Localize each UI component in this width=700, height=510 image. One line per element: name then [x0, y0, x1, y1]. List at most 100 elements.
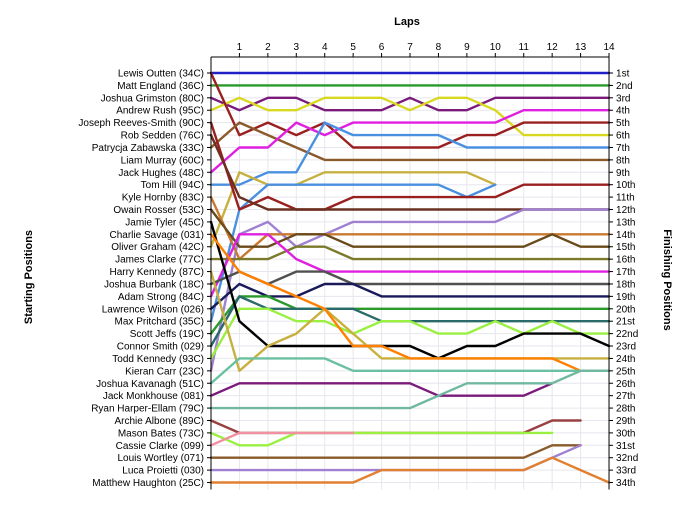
- finishing-position-label: 23rd: [616, 342, 636, 353]
- driver-line-20: [209, 295, 611, 335]
- driver-line-26: [209, 357, 611, 385]
- finishing-position-label: 16th: [616, 255, 635, 266]
- finishing-position-label: 11th: [616, 193, 635, 204]
- driver-label: Jamie Tyler (45C): [125, 217, 204, 228]
- finishing-position-label: 24th: [616, 354, 635, 365]
- x-axis-title: Laps: [394, 16, 420, 28]
- finishing-position-label: 2nd: [616, 81, 633, 92]
- driver-label: Rob Sedden (76C): [121, 131, 204, 142]
- finishing-position-label: 33rd: [616, 466, 636, 477]
- x-tick-label: 7: [407, 42, 413, 53]
- driver-label: Joshua Burbank (18C): [104, 279, 204, 290]
- driver-label: Matt England (36C): [117, 81, 204, 92]
- driver-label: Jack Monkhouse (081): [103, 391, 204, 402]
- driver-line-17: [209, 233, 611, 298]
- finishing-position-label: 10th: [616, 180, 635, 191]
- driver-label: Charlie Savage (031): [110, 230, 205, 241]
- finishing-position-label: 12th: [616, 205, 635, 216]
- driver-line-25: [209, 233, 582, 372]
- finishing-position-label: 32nd: [616, 453, 638, 464]
- driver-line-32: [209, 444, 582, 459]
- x-tick-label: 8: [436, 42, 442, 53]
- finishing-position-label: 25th: [616, 366, 635, 377]
- finishing-position-label: 22nd: [616, 329, 638, 340]
- x-tick-label: 2: [265, 42, 271, 53]
- driver-line-30: [209, 431, 554, 447]
- left-axis-title: Starting Positions: [23, 230, 35, 324]
- driver-label: Mason Bates (73C): [118, 428, 204, 439]
- driver-label: Cassie Clarke (099): [116, 441, 204, 452]
- x-tick-label: 3: [294, 42, 300, 53]
- finishing-position-label: 30th: [616, 428, 635, 439]
- finishing-position-label: 13th: [616, 217, 635, 228]
- driver-label: Oliver Graham (42C): [111, 242, 204, 253]
- finishing-position-label: 28th: [616, 404, 635, 415]
- driver-line-13: [209, 208, 611, 372]
- x-tick-label: 13: [575, 42, 587, 53]
- driver-line-28: [209, 369, 611, 410]
- x-tick-label: 4: [322, 42, 328, 53]
- x-tick-label: 14: [603, 42, 615, 53]
- finishing-position-label: 26th: [616, 379, 635, 390]
- driver-line-23: [209, 220, 611, 360]
- driver-label: Kieran Carr (23C): [125, 366, 204, 377]
- driver-label: James Clarke (77C): [115, 255, 204, 266]
- driver-label: Tom Hill (94C): [141, 180, 204, 191]
- driver-label: Connor Smith (029): [117, 342, 204, 353]
- finishing-position-label: 9th: [616, 168, 630, 179]
- driver-line-8: [209, 121, 611, 186]
- driver-line-10: [209, 183, 497, 323]
- driver-label: Adam Strong (84C): [118, 292, 204, 303]
- series-lines: [209, 71, 611, 484]
- driver-line-7: [209, 108, 611, 174]
- finishing-position-label: 19th: [616, 292, 635, 303]
- driver-label: Louis Wortley (071): [117, 453, 204, 464]
- driver-label: Max Pritchard (35C): [115, 317, 204, 328]
- finishing-position-label: 20th: [616, 304, 635, 315]
- driver-line-14: [209, 195, 611, 261]
- finishing-position-label: 31st: [616, 441, 635, 452]
- driver-line-34: [209, 456, 611, 484]
- finishing-position-label: 21st: [616, 317, 635, 328]
- driver-label: Liam Murray (60C): [121, 155, 204, 166]
- x-tick-label: 12: [547, 42, 559, 53]
- driver-label: Harry Kennedy (87C): [110, 267, 204, 278]
- driver-line-4: [209, 96, 611, 137]
- driver-label: Joshua Kavanagh (51C): [96, 379, 204, 390]
- x-tick-label: 11: [519, 42, 530, 53]
- driver-label: Patrycja Zabawska (33C): [92, 143, 204, 154]
- driver-label: Todd Kennedy (93C): [112, 354, 204, 365]
- x-tick-label: 6: [379, 42, 385, 53]
- x-tick-label: 10: [490, 42, 502, 53]
- x-tick-label: 5: [350, 42, 356, 53]
- driver-label: Owain Rosser (53C): [113, 205, 204, 216]
- driver-label: Kyle Hornby (83C): [122, 193, 204, 204]
- driver-label: Joshua Grimston (80C): [101, 93, 204, 104]
- driver-line-27: [209, 382, 554, 397]
- finishing-position-label: 7th: [616, 143, 630, 154]
- finishing-position-label: 6th: [616, 131, 630, 142]
- driver-label: Lawrence Wilson (026): [102, 304, 204, 315]
- driver-label: Andrew Rush (95C): [116, 106, 204, 117]
- driver-label: Jack Hughes (48C): [118, 168, 204, 179]
- finishing-position-label: 3rd: [616, 93, 630, 104]
- x-tick-label: 9: [464, 42, 470, 53]
- driver-label: Joseph Reeves-Smith (90C): [78, 118, 204, 129]
- driver-label: Matthew Haughton (25C): [92, 478, 204, 489]
- right-axis-title: Finishing Positions: [661, 229, 673, 330]
- driver-line-3: [209, 96, 611, 112]
- finishing-position-label: 34th: [616, 478, 635, 489]
- finishing-position-label: 15th: [616, 242, 635, 253]
- driver-label: Luca Proietti (030): [122, 466, 204, 477]
- driver-label: Ryan Harper-Ellam (79C): [91, 404, 204, 415]
- driver-line-5: [209, 71, 611, 149]
- driver-label: Lewis Outten (34C): [118, 69, 204, 80]
- x-tick-label: 1: [237, 42, 243, 53]
- finishing-position-label: 8th: [616, 155, 630, 166]
- finishing-position-label: 17th: [616, 267, 635, 278]
- driver-line-11: [209, 121, 611, 211]
- driver-line-29: [209, 419, 582, 435]
- finishing-position-label: 29th: [616, 416, 635, 427]
